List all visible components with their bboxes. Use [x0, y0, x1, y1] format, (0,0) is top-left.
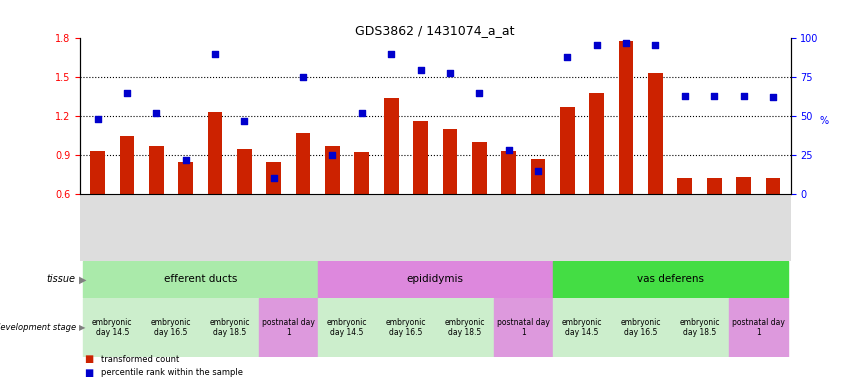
Text: embryonic
day 16.5: embryonic day 16.5: [621, 318, 661, 337]
Point: [238, 118, 251, 124]
Bar: [141, 298, 200, 357]
Point: [91, 116, 104, 122]
Bar: [472, 142, 487, 194]
Text: percentile rank within the sample: percentile rank within the sample: [101, 368, 243, 377]
Text: development stage: development stage: [0, 323, 76, 332]
Bar: [325, 146, 340, 194]
Bar: [736, 177, 751, 194]
Text: embryonic
day 18.5: embryonic day 18.5: [209, 318, 250, 337]
Point: [561, 54, 574, 60]
Bar: [553, 298, 611, 357]
Text: embryonic
day 16.5: embryonic day 16.5: [151, 318, 191, 337]
Point: [443, 70, 457, 76]
Bar: [82, 298, 141, 357]
Text: embryonic
day 18.5: embryonic day 18.5: [444, 318, 484, 337]
Text: ▶: ▶: [79, 323, 86, 332]
Bar: [149, 146, 164, 194]
Text: embryonic
day 14.5: embryonic day 14.5: [92, 318, 132, 337]
Point: [296, 74, 309, 80]
Bar: [296, 133, 310, 194]
Bar: [494, 298, 553, 357]
Point: [619, 40, 632, 46]
Title: GDS3862 / 1431074_a_at: GDS3862 / 1431074_a_at: [356, 24, 515, 37]
Bar: [501, 151, 516, 194]
Text: efferent ducts: efferent ducts: [164, 274, 237, 285]
Bar: [377, 298, 436, 357]
Point: [150, 110, 163, 116]
Bar: [318, 261, 553, 298]
Bar: [208, 112, 222, 194]
Bar: [82, 261, 318, 298]
Text: ■: ■: [84, 354, 93, 364]
Point: [267, 175, 280, 182]
Text: transformed count: transformed count: [101, 355, 179, 364]
Point: [648, 41, 662, 48]
Point: [707, 93, 721, 99]
Point: [678, 93, 691, 99]
Text: postnatal day
1: postnatal day 1: [732, 318, 785, 337]
Text: embryonic
day 18.5: embryonic day 18.5: [680, 318, 720, 337]
Bar: [119, 136, 135, 194]
Bar: [354, 152, 369, 194]
Point: [473, 90, 486, 96]
Point: [766, 94, 780, 101]
Bar: [531, 159, 545, 194]
Point: [737, 93, 750, 99]
Bar: [678, 179, 692, 194]
Bar: [267, 162, 281, 194]
Bar: [318, 298, 377, 357]
Text: ■: ■: [84, 368, 93, 378]
Text: embryonic
day 14.5: embryonic day 14.5: [327, 318, 368, 337]
Bar: [590, 93, 604, 194]
Point: [532, 167, 545, 174]
Bar: [611, 298, 670, 357]
Bar: [200, 298, 259, 357]
Point: [209, 51, 222, 57]
Text: embryonic
day 14.5: embryonic day 14.5: [562, 318, 602, 337]
Bar: [442, 129, 458, 194]
Bar: [619, 41, 633, 194]
Bar: [383, 98, 399, 194]
Text: tissue: tissue: [47, 274, 76, 285]
Point: [502, 147, 516, 154]
Bar: [553, 261, 788, 298]
Y-axis label: %: %: [820, 116, 828, 126]
Bar: [413, 121, 428, 194]
Bar: [259, 298, 318, 357]
Bar: [90, 151, 105, 194]
Point: [120, 90, 134, 96]
Point: [355, 110, 368, 116]
Bar: [729, 298, 788, 357]
Text: embryonic
day 16.5: embryonic day 16.5: [386, 318, 426, 337]
Bar: [436, 298, 494, 357]
Point: [179, 157, 193, 163]
Point: [590, 41, 604, 48]
Point: [414, 66, 427, 73]
Text: ▶: ▶: [79, 274, 87, 285]
Bar: [648, 73, 663, 194]
Bar: [237, 149, 251, 194]
Point: [384, 51, 398, 57]
Bar: [178, 162, 193, 194]
Text: postnatal day
1: postnatal day 1: [497, 318, 550, 337]
Bar: [560, 107, 574, 194]
Text: postnatal day
1: postnatal day 1: [262, 318, 315, 337]
Bar: [765, 178, 780, 194]
Text: vas deferens: vas deferens: [637, 274, 704, 285]
Text: epididymis: epididymis: [407, 274, 463, 285]
Bar: [670, 298, 729, 357]
Point: [325, 152, 339, 158]
Bar: [706, 179, 722, 194]
